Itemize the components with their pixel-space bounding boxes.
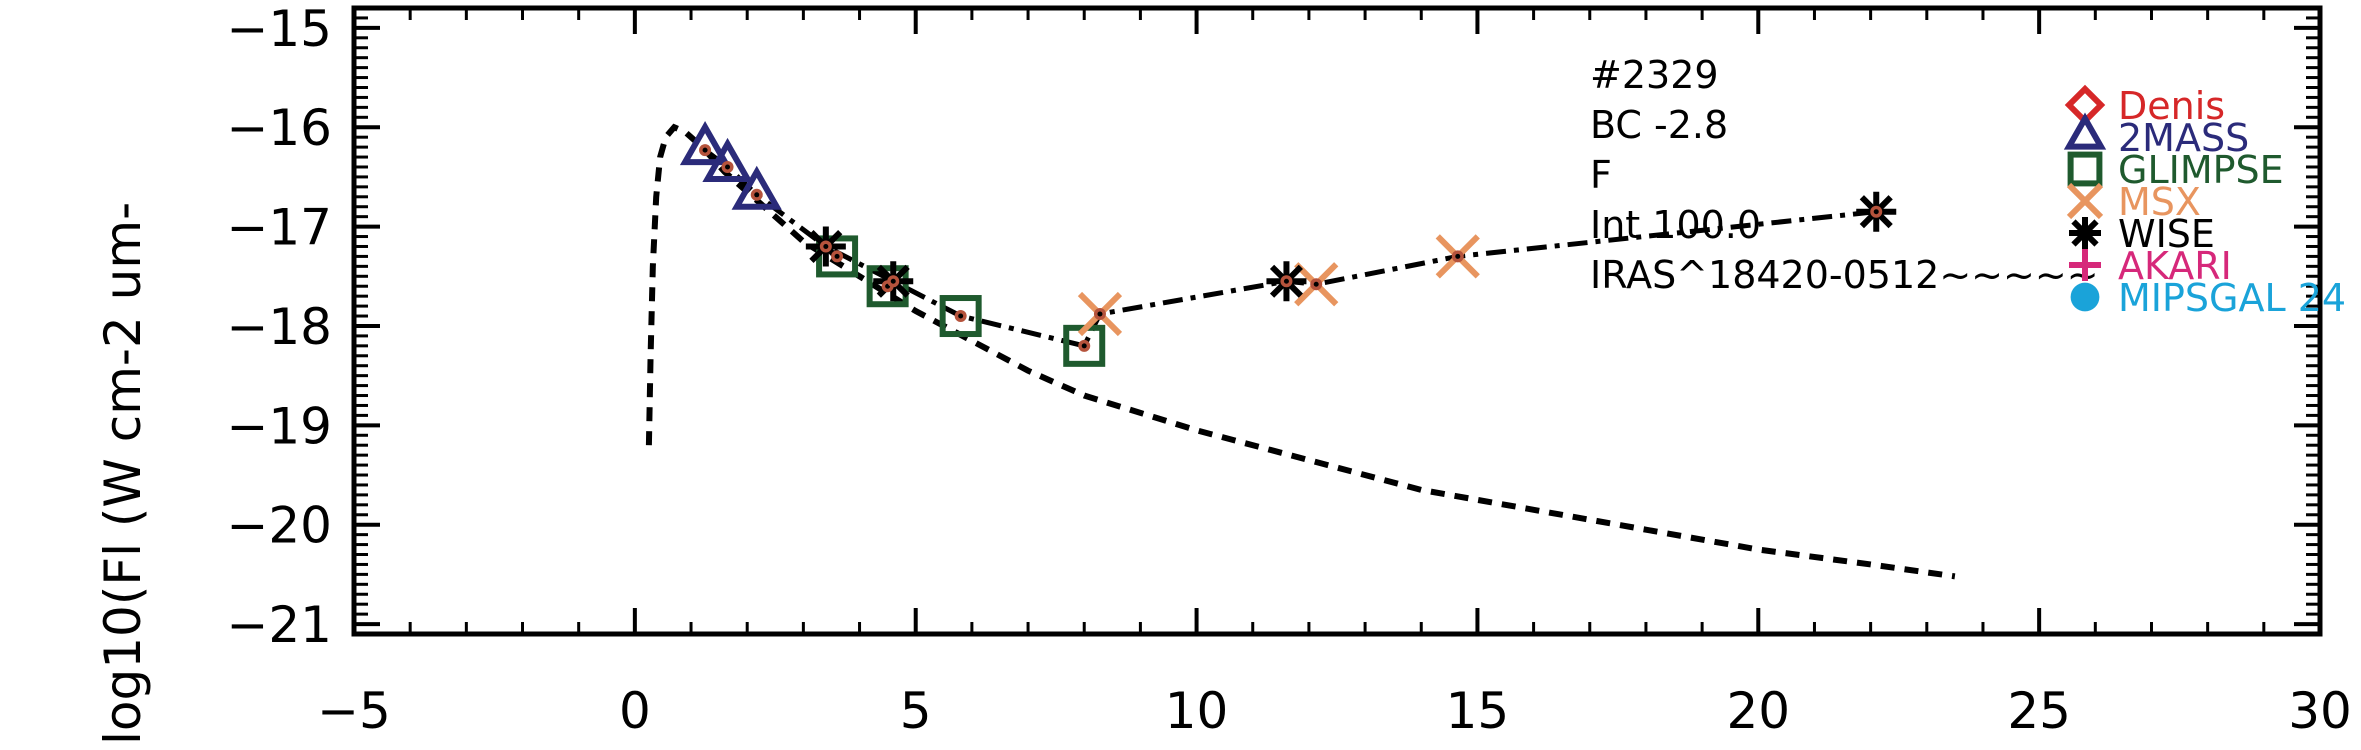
y-tick-label: −15 xyxy=(226,0,332,58)
y-tick-label: −18 xyxy=(226,298,332,356)
y-tick-label: −17 xyxy=(226,199,332,257)
data-point-glimpse xyxy=(866,265,909,308)
annotation-line: BC -2.8 xyxy=(1590,103,1728,147)
annotation-line: IRAS^18420-0512~~~~~ xyxy=(1590,253,2099,297)
annotation-line: #2329 xyxy=(1590,53,1719,97)
observed-flux-point xyxy=(819,240,832,253)
y-tick-label: −16 xyxy=(226,99,332,157)
annotation-line: Int 100.0 xyxy=(1590,203,1761,247)
legend-label: WISE xyxy=(2118,212,2215,256)
legend-marker-msx xyxy=(2066,182,2104,220)
observed-flux-point xyxy=(721,160,734,173)
observed-flux-point xyxy=(887,275,900,288)
observed-flux-point xyxy=(954,310,967,323)
x-tick-label: 25 xyxy=(2007,682,2071,740)
plot-frame xyxy=(351,5,2323,637)
observed-flux-point xyxy=(1078,339,1091,352)
data-point-2mass xyxy=(731,165,782,210)
legend-marker-glimpse xyxy=(2067,151,2103,187)
legend-label: AKARI xyxy=(2118,244,2232,288)
legend-marker-akari xyxy=(2069,249,2101,281)
x-tick-label: 30 xyxy=(2288,682,2352,740)
x-tick-label: −5 xyxy=(317,682,391,740)
x-tick-label: 5 xyxy=(900,682,932,740)
x-tick-label: 20 xyxy=(1726,682,1790,740)
annotation-line: F xyxy=(1590,153,1612,197)
x-tick-label: 10 xyxy=(1165,682,1229,740)
observed-flux-point xyxy=(750,188,763,201)
legend-marker-mipsgal-24 xyxy=(2070,282,2100,312)
legend-marker-wise xyxy=(2069,217,2101,249)
y-tick-label: −20 xyxy=(226,497,332,555)
legend-label: GLIMPSE xyxy=(2118,148,2284,192)
observed-flux-point xyxy=(831,250,844,263)
observed-flux-point xyxy=(1310,278,1323,291)
legend-label: MIPSGAL 24 xyxy=(2118,276,2346,320)
observed-flux-point xyxy=(1870,205,1883,218)
y-axis-label: log10(Fl (W cm-2 um- xyxy=(94,202,152,745)
legend-label: Denis xyxy=(2118,84,2225,128)
y-tick-label: −21 xyxy=(226,596,332,654)
data-point-2mass xyxy=(702,137,753,182)
y-tick-label: −19 xyxy=(226,397,332,455)
data-point-glimpse xyxy=(939,295,982,338)
legend-label: 2MASS xyxy=(2118,116,2249,160)
observed-flux-point xyxy=(1451,250,1464,263)
observed-flux-point xyxy=(1280,275,1293,288)
observed-flux-point xyxy=(1093,308,1106,321)
observed-flux-point xyxy=(699,144,712,157)
data-point-2mass xyxy=(679,121,731,166)
x-tick-label: 0 xyxy=(619,682,651,740)
model-curve xyxy=(645,123,1956,580)
legend-marker-2mass xyxy=(2063,112,2107,150)
sed-line xyxy=(703,148,1877,349)
x-tick-label: 15 xyxy=(1446,682,1510,740)
legend-label: MSX xyxy=(2118,180,2201,224)
